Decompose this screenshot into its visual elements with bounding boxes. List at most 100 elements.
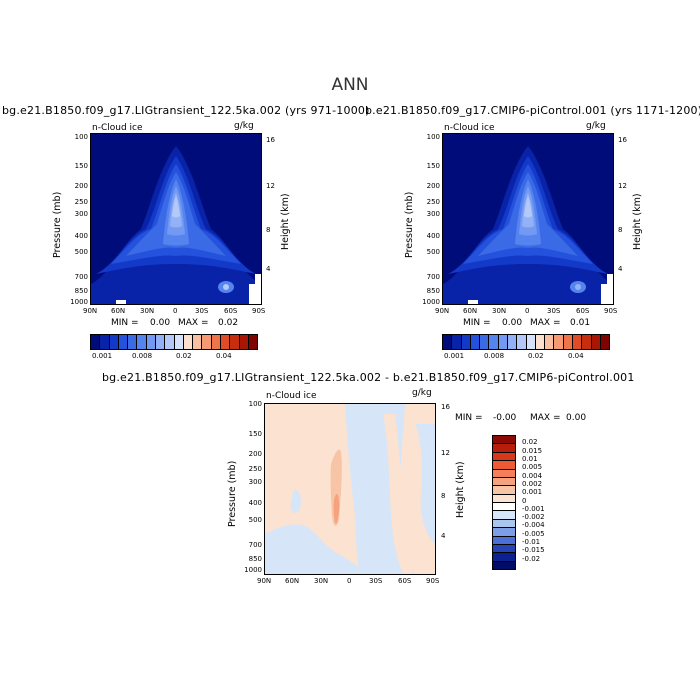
- panel3-height-axis-label: Height (km): [455, 461, 466, 518]
- panel1-pressure-tick-400: 400: [74, 232, 88, 240]
- panel2-variable: n-Cloud ice: [444, 123, 495, 133]
- panel2-min-value: 0.00: [502, 318, 523, 328]
- colorbar-swatch: [591, 335, 601, 349]
- panel3-colorbar-label: -0.001: [522, 504, 545, 513]
- panel2-lat-tick-30s: 30S: [547, 307, 561, 315]
- panel3-pressure-axis-label: Pressure (mb): [227, 460, 238, 527]
- colorbar-swatch: [493, 436, 515, 445]
- panel3-colorbar-label: 0.001: [522, 488, 543, 497]
- panel3-max-value: 0.00: [566, 413, 587, 423]
- panel2-height-tick-12: 12: [618, 182, 627, 190]
- panel3-lat-tick-90s: 90S: [426, 577, 440, 585]
- panel2-level-8: [524, 196, 532, 218]
- panel1-max-label: MAX =: [178, 318, 209, 328]
- panel1-units: g/kg: [234, 121, 254, 131]
- colorbar-swatch: [493, 486, 515, 495]
- panel1-level-8: [172, 196, 180, 218]
- panel3-colorbar-label: -0.015: [522, 546, 545, 555]
- colorbar-swatch: [493, 544, 515, 554]
- colorbar-swatch: [535, 335, 546, 349]
- colorbar-swatch: [174, 335, 184, 349]
- panel3-pressure-tick-500: 500: [248, 516, 262, 524]
- colorbar-swatch: [493, 444, 515, 453]
- colorbar-swatch: [572, 335, 583, 349]
- panel2-colorbar-label-002: 0.02: [528, 352, 544, 360]
- colorbar-swatch: [545, 335, 555, 349]
- colorbar-swatch: [91, 335, 101, 349]
- panel3-pressure-tick-300: 300: [248, 478, 262, 486]
- colorbar-swatch: [211, 335, 221, 349]
- colorbar-swatch: [493, 553, 515, 562]
- panel2-pressure-tick-1000: 1000: [422, 298, 440, 306]
- panel2-lat-tick-60n: 60N: [463, 307, 478, 315]
- panel2-title: b.e21.B1850.f09_g17.CMIP6-piControl.001 …: [365, 104, 700, 117]
- panel3-pressure-tick-700: 700: [248, 541, 262, 549]
- panel3-negative-band-polar: [415, 424, 435, 544]
- colorbar-swatch: [137, 335, 147, 349]
- panel2-antarctic-topography-mask: [601, 274, 613, 304]
- panel2-pressure-tick-150: 150: [426, 162, 440, 170]
- panel2-units: g/kg: [586, 121, 606, 131]
- panel3-height-tick-16: 16: [441, 403, 450, 411]
- panel2-lat-tick-60s: 60S: [576, 307, 590, 315]
- colorbar-swatch: [118, 335, 129, 349]
- panel3-positive-band-south: [383, 414, 413, 574]
- colorbar-swatch: [165, 335, 175, 349]
- figure-title: ANN: [331, 75, 369, 95]
- panel3-colorbar-label: 0.002: [522, 479, 543, 488]
- panel3-height-tick-4: 4: [441, 532, 446, 540]
- panel3-colorbar-label: -0.005: [522, 529, 545, 538]
- panel2-pressure-tick-400: 400: [426, 232, 440, 240]
- panel1-pressure-tick-850: 850: [74, 287, 88, 295]
- panel1-height-tick-4: 4: [266, 265, 271, 273]
- panel3-colorbar-label: -0.002: [522, 513, 545, 522]
- panel2-contour-plot: [442, 133, 614, 305]
- panel1-southern-maximum-core: [223, 284, 229, 290]
- panel3-pressure-tick-1000: 1000: [244, 566, 262, 574]
- colorbar-swatch: [230, 335, 240, 349]
- panel3-lat-tick-30n: 30N: [314, 577, 329, 585]
- colorbar-swatch: [461, 335, 471, 349]
- colorbar-swatch: [489, 335, 499, 349]
- panel1-pressure-axis-label: Pressure (mb): [52, 191, 63, 258]
- colorbar-swatch: [100, 335, 110, 349]
- panel3-variable: n-Cloud ice: [266, 391, 317, 401]
- panel2-height-axis-label: Height (km): [632, 193, 643, 250]
- panel3-pressure-tick-150: 150: [248, 430, 262, 438]
- panel3-colorbar-label: -0.01: [522, 538, 541, 547]
- colorbar-swatch: [128, 335, 138, 349]
- panel3-pressure-tick-400: 400: [248, 499, 262, 507]
- panel3-height-tick-12: 12: [441, 449, 450, 457]
- panel3-lat-tick-60n: 60N: [285, 577, 300, 585]
- panel3-contour-svg: [265, 404, 435, 574]
- panel3-title: bg.e21.B1850.f09_g17.LIGtransient_122.5k…: [102, 371, 635, 384]
- panel3-negative-band-lower-north: [265, 524, 365, 574]
- panel3-colorbar-label: 0.01: [522, 454, 538, 463]
- panel1-height-tick-12: 12: [266, 182, 275, 190]
- panel1-colorbar-label-002: 0.02: [176, 352, 192, 360]
- colorbar-swatch: [526, 335, 536, 349]
- colorbar-swatch: [493, 511, 515, 520]
- panel2-colorbar-label-0001: 0.001: [444, 352, 465, 360]
- colorbar-swatch: [480, 335, 490, 349]
- colorbar-swatch: [507, 335, 518, 349]
- panel1-pressure-tick-250: 250: [74, 198, 88, 206]
- panel2-lat-tick-90n: 90N: [435, 307, 450, 315]
- panel2-height-tick-4: 4: [618, 265, 623, 273]
- panel3-max-label: MAX =: [530, 413, 561, 423]
- panel3-pressure-tick-250: 250: [248, 465, 262, 473]
- colorbar-swatch: [493, 519, 515, 529]
- panel1-pressure-tick-150: 150: [74, 162, 88, 170]
- panel1-variable: n-Cloud ice: [92, 123, 143, 133]
- colorbar-swatch: [220, 335, 231, 349]
- panel3-contour-plot: [264, 403, 436, 575]
- colorbar-swatch: [600, 335, 610, 349]
- colorbar-swatch: [493, 494, 515, 503]
- panel3-lat-tick-60s: 60S: [398, 577, 412, 585]
- colorbar-swatch: [493, 469, 515, 478]
- colorbar-swatch: [239, 335, 249, 349]
- panel2-lat-tick-90s: 90S: [604, 307, 618, 315]
- colorbar-swatch: [452, 335, 462, 349]
- panel2-colorbar-label-004: 0.04: [568, 352, 584, 360]
- panel3-height-tick-8: 8: [441, 492, 446, 500]
